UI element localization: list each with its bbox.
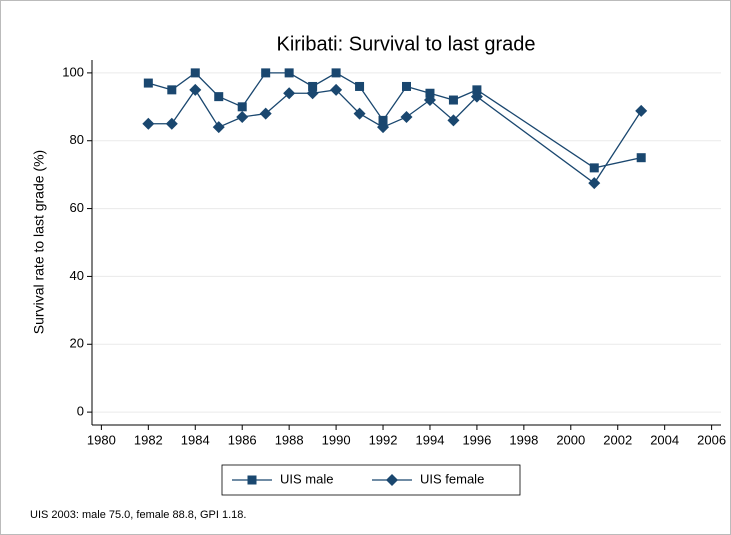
marker: [589, 163, 599, 173]
marker: [236, 110, 249, 123]
x-tick-label: 1984: [181, 432, 210, 447]
y-tick-label: 0: [77, 404, 84, 419]
marker: [353, 107, 366, 120]
chart-title: Kiribati: Survival to last grade: [276, 33, 535, 55]
x-tick-label: 1986: [228, 432, 257, 447]
x-tick-label: 1998: [509, 432, 538, 447]
y-tick-label: 60: [70, 200, 84, 215]
y-tick-label: 40: [70, 268, 84, 283]
x-tick-label: 2006: [697, 432, 726, 447]
note: UIS 2003: male 75.0, female 88.8, GPI 1.…: [30, 509, 246, 521]
marker: [261, 68, 271, 78]
y-axis-label: Survival rate to last grade (%): [31, 150, 47, 334]
x-tick-label: 1982: [134, 432, 163, 447]
x-tick-label: 2000: [556, 432, 585, 447]
marker: [237, 102, 247, 112]
marker: [283, 87, 296, 100]
x-tick-label: 2002: [603, 432, 632, 447]
marker: [378, 115, 388, 125]
legend-label: UIS male: [280, 471, 333, 486]
marker: [331, 68, 341, 78]
y-tick-label: 80: [70, 132, 84, 147]
marker: [330, 83, 343, 96]
marker: [284, 68, 294, 78]
marker: [447, 114, 460, 127]
x-tick-label: 1990: [322, 432, 351, 447]
marker: [470, 90, 483, 103]
marker: [400, 110, 413, 123]
marker: [635, 104, 648, 117]
marker: [472, 85, 482, 95]
marker: [212, 121, 225, 134]
marker: [448, 95, 458, 105]
y-tick-label: 100: [62, 64, 84, 79]
marker: [306, 87, 319, 100]
marker: [142, 117, 155, 130]
marker: [167, 85, 177, 95]
marker: [588, 177, 601, 190]
marker: [189, 83, 202, 96]
marker: [247, 475, 257, 485]
x-tick-label: 2004: [650, 432, 679, 447]
marker: [386, 474, 398, 486]
marker: [308, 81, 318, 91]
marker: [143, 78, 153, 88]
marker: [165, 117, 178, 130]
x-tick-label: 1988: [275, 432, 304, 447]
x-tick-label: 1980: [87, 432, 116, 447]
marker: [259, 107, 272, 120]
marker: [425, 88, 435, 98]
marker: [190, 68, 200, 78]
y-tick-label: 20: [70, 336, 84, 351]
x-tick-label: 1992: [369, 432, 398, 447]
marker: [423, 94, 436, 107]
marker: [636, 153, 646, 163]
legend-label: UIS female: [420, 471, 484, 486]
marker: [355, 81, 365, 91]
x-tick-label: 1996: [462, 432, 491, 447]
marker: [214, 92, 224, 102]
marker: [402, 81, 411, 91]
x-tick-label: 1994: [416, 432, 445, 447]
marker: [377, 121, 390, 134]
